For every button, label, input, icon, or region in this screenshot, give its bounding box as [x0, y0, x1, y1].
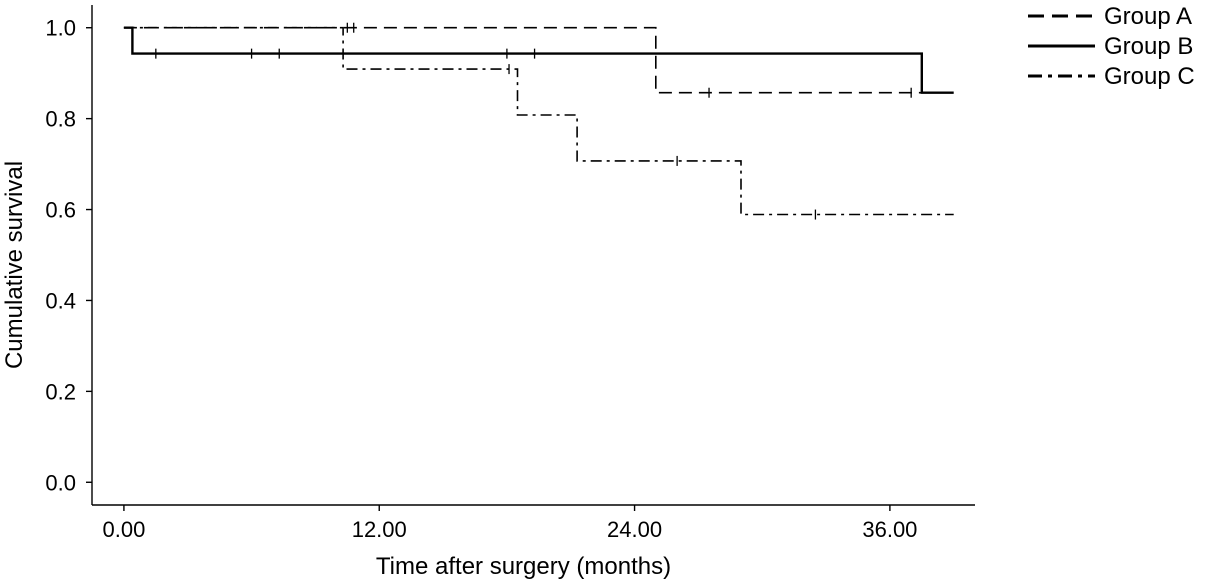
y-ticks: 0.0 0.2 0.4 0.6 0.8 1.0	[45, 16, 92, 495]
series-layer	[123, 22, 954, 220]
legend-label: Group B	[1104, 33, 1193, 60]
y-tick-label: 0.0	[45, 470, 76, 495]
y-tick-label: 1.0	[45, 16, 76, 41]
legend-item: Group C	[1028, 63, 1195, 90]
series-group-b	[123, 26, 954, 94]
axes: 0.0 0.2 0.4 0.6 0.8 1.0 0.00 12.00 24.00 36.00	[45, 5, 975, 542]
legend-item: Group B	[1028, 33, 1193, 60]
survival-curve	[123, 26, 954, 94]
y-tick-label: 0.8	[45, 107, 76, 132]
x-tick-label: 36.00	[862, 517, 917, 542]
legend-item: Group A	[1028, 3, 1192, 30]
series-group-a	[123, 22, 954, 98]
y-tick-label: 0.6	[45, 198, 76, 223]
y-axis-title: Cumulative survival	[1, 161, 28, 369]
y-tick-label: 0.4	[45, 288, 76, 313]
legend: Group A Group B Group C	[1028, 3, 1195, 90]
legend-label: Group A	[1104, 3, 1192, 30]
series-group-c	[123, 22, 954, 220]
x-tick-label: 12.00	[352, 517, 407, 542]
survival-curve	[123, 26, 954, 94]
y-tick-label: 0.2	[45, 379, 76, 404]
survival-curve	[123, 26, 954, 216]
x-tick-label: 0.00	[103, 517, 146, 542]
x-tick-label: 24.00	[607, 517, 662, 542]
x-axis-title: Time after surgery (months)	[376, 553, 671, 580]
x-ticks: 0.00 12.00 24.00 36.00	[103, 505, 917, 542]
legend-label: Group C	[1104, 63, 1195, 90]
